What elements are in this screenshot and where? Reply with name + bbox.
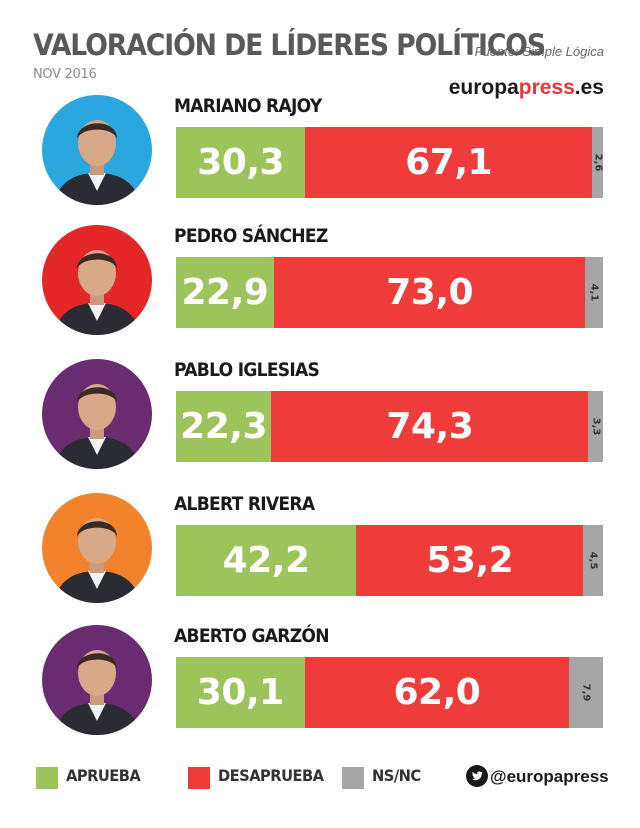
twitter-icon	[466, 765, 488, 791]
data-label: 30,1	[196, 672, 284, 713]
bar-segment-nsnc	[585, 257, 604, 328]
bar-segment-desaprueba	[304, 657, 570, 728]
leader-row: MARIANO RAJOY 30,3 67,1 2,6	[0, 95, 640, 227]
data-label: 74,3	[386, 406, 474, 447]
bar-segment-nsnc	[569, 657, 604, 728]
data-label-nsnc: 2,6	[591, 153, 603, 172]
bar-segment-aprueba	[176, 525, 357, 596]
portrait-icon	[42, 625, 152, 735]
twitter-handle[interactable]: @europapress	[490, 767, 609, 786]
data-label-nsnc: 4,1	[588, 283, 600, 302]
portrait-icon	[42, 225, 152, 335]
data-label-nsnc: 7,9	[580, 683, 592, 702]
portrait-icon	[42, 359, 152, 469]
data-label: 67,1	[405, 142, 493, 183]
legend-swatch-nsnc	[342, 767, 364, 789]
data-label: 22,9	[181, 272, 269, 313]
leader-row: PABLO IGLESIAS 22,3 74,3 3,3	[0, 359, 640, 491]
leader-name: ABERTO GARZÓN	[174, 625, 330, 647]
bar-segment-desaprueba	[273, 257, 586, 328]
legend-swatch-aprueba	[36, 767, 58, 789]
stacked-bar: 30,3 67,1 2,6	[176, 127, 604, 198]
stacked-bar: 42,2 53,2 4,5	[176, 525, 604, 596]
leader-row: ALBERT RIVERA 42,2 53,2 4,5	[0, 493, 640, 625]
chart-date: NOV 2016	[33, 67, 97, 82]
bar-segment-desaprueba	[305, 127, 593, 198]
data-label: 30,3	[197, 142, 285, 183]
portrait-icon	[42, 493, 152, 603]
bar-segment-aprueba	[176, 657, 306, 728]
data-label-nsnc: 3,3	[590, 417, 602, 436]
stacked-bar: 30,1 62,0 7,9	[176, 657, 604, 728]
chart-title: VALORACIÓN DE LÍDERES POLÍTICOS	[33, 28, 546, 62]
leader-name: ALBERT RIVERA	[174, 493, 315, 515]
data-label: 73,0	[386, 272, 474, 313]
bar-segment-aprueba	[176, 127, 306, 198]
bar-segment-nsnc	[591, 127, 604, 198]
data-label: 42,2	[222, 540, 310, 581]
legend-label-nsnc: NS/NC	[372, 766, 421, 785]
bar-segment-nsnc	[583, 525, 604, 596]
bar-segment-aprueba	[176, 391, 272, 462]
leader-name: PEDRO SÁNCHEZ	[174, 225, 328, 247]
portrait-icon	[42, 95, 152, 205]
bar-segment-desaprueba	[271, 391, 589, 462]
bar-segment-nsnc	[588, 391, 604, 462]
legend-label-desaprueba: DESAPRUEBA	[218, 766, 324, 785]
data-label: 22,3	[180, 406, 268, 447]
bar-segment-desaprueba	[356, 525, 584, 596]
brand-part-2: press	[518, 76, 575, 99]
leader-row: PEDRO SÁNCHEZ 22,9 73,0 4,1	[0, 225, 640, 357]
source-note: Fuente: Simple Lógica	[474, 44, 604, 59]
stacked-bar: 22,3 74,3 3,3	[176, 391, 604, 462]
legend-swatch-desaprueba	[188, 767, 210, 789]
legend: APRUEBA DESAPRUEBA NS/NC @europapress	[0, 763, 640, 793]
data-label-nsnc: 4,5	[587, 551, 599, 570]
leader-name: MARIANO RAJOY	[174, 95, 322, 117]
brand-part-3: .es	[574, 76, 604, 99]
data-label: 53,2	[426, 540, 514, 581]
brand-logo: europapress.es	[449, 76, 604, 100]
bar-segment-aprueba	[176, 257, 275, 328]
brand-part-1: europa	[448, 76, 519, 99]
legend-label-aprueba: APRUEBA	[66, 766, 141, 785]
data-label: 62,0	[393, 672, 481, 713]
leader-name: PABLO IGLESIAS	[174, 359, 320, 381]
leader-row: ABERTO GARZÓN 30,1 62,0 7,9	[0, 625, 640, 757]
stacked-bar: 22,9 73,0 4,1	[176, 257, 604, 328]
